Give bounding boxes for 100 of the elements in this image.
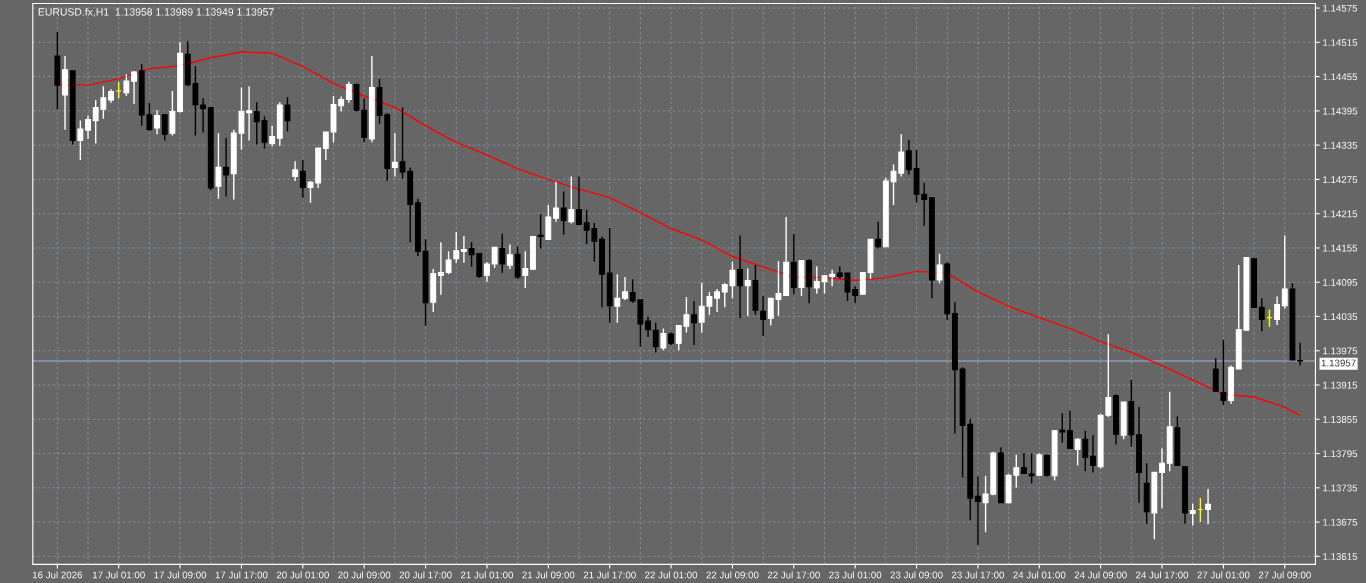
ref-line-label: 1.13957 (1321, 359, 1356, 367)
candlestick (1274, 295, 1281, 326)
candlestick (936, 252, 943, 285)
x-tick-label: 27 Jul 01:00 (1197, 571, 1250, 579)
y-tick-label: 1.13675 (1323, 518, 1358, 526)
y-tick-label: 1.14155 (1323, 244, 1358, 252)
x-tick-label: 20 Jul 09:00 (338, 571, 391, 579)
candlestick (345, 81, 352, 104)
x-tick-label: 23 Jul 17:00 (951, 571, 1005, 579)
candlestick (507, 243, 513, 270)
y-tick-label: 1.14335 (1323, 141, 1358, 149)
candlestick (445, 250, 452, 275)
candlestick (437, 241, 444, 296)
x-tick-label: 22 Jul 09:00 (706, 571, 759, 579)
candlestick (645, 315, 651, 338)
x-tick-label: 23 Jul 09:00 (890, 571, 943, 579)
y-tick-label: 1.13855 (1323, 416, 1358, 423)
y-tick-label: 1.13975 (1323, 347, 1358, 355)
candlestick (691, 300, 698, 346)
candlestick (974, 475, 981, 546)
candlestick (284, 96, 291, 133)
candlestick (1159, 447, 1165, 510)
candlestick (1059, 412, 1066, 444)
x-tick-label: 16 Jul 2026 (32, 571, 83, 579)
y-tick-label: 1.14215 (1323, 210, 1358, 218)
y-tick-label: 1.14395 (1323, 107, 1358, 115)
y-tick-label: 1.13615 (1323, 553, 1358, 560)
candlestick (576, 175, 582, 226)
candlestick (391, 132, 398, 178)
candlestick (875, 220, 882, 250)
y-tick-label: 1.14455 (1323, 73, 1358, 81)
x-tick-label: 27 Jul 09:00 (1258, 571, 1311, 579)
x-tick-label: 20 Jul 01:00 (276, 571, 329, 579)
x-tick-label: 24 Jul 09:00 (1074, 571, 1127, 579)
candlestick (161, 113, 168, 142)
candlestick (660, 327, 667, 351)
candlestick (269, 125, 276, 147)
y-tick-label: 1.14275 (1323, 176, 1358, 184)
y-tick-label: 1.13795 (1323, 450, 1358, 458)
candlestick (1082, 430, 1089, 472)
candlestick (652, 322, 659, 354)
x-tick-label: 21 Jul 01:00 (460, 571, 514, 579)
candlestick (215, 132, 222, 200)
candlestick (568, 175, 575, 225)
candlestick (905, 139, 912, 176)
x-tick-label: 17 Jul 01:00 (92, 571, 145, 579)
x-tick-label: 21 Jul 09:00 (522, 571, 575, 579)
candlestick (131, 70, 137, 105)
candlestick (714, 288, 721, 313)
candlestick (292, 160, 299, 182)
candlestick (1212, 357, 1219, 393)
y-tick-label: 1.13735 (1323, 484, 1358, 492)
candlestick (1258, 297, 1265, 333)
x-tick-label: 24 Jul 01:00 (1013, 571, 1066, 579)
candlestick (1074, 437, 1081, 467)
candlestick (453, 231, 460, 264)
y-tick-label: 1.13915 (1323, 381, 1358, 389)
candlestick (1028, 452, 1035, 484)
candlestick (1067, 410, 1073, 450)
y-tick-label: 1.14035 (1323, 313, 1358, 321)
y-tick-label: 1.14515 (1323, 39, 1358, 46)
candlestick (522, 250, 529, 289)
candlestick (223, 137, 230, 198)
candlestick (614, 273, 621, 324)
candlestick (1189, 503, 1196, 527)
candlestick (484, 261, 490, 283)
candlestick (560, 190, 567, 236)
x-tick-label: 20 Jul 17:00 (399, 571, 452, 579)
candlestick (537, 213, 544, 250)
candlestick (491, 246, 498, 269)
candlestick (1297, 342, 1304, 367)
candlestick (737, 234, 744, 319)
x-tick-label: 22 Jul 17:00 (767, 571, 820, 579)
candlestick (1205, 488, 1211, 526)
x-tick-label: 23 Jul 01:00 (829, 571, 882, 579)
candlestick (169, 90, 176, 137)
candlestick (553, 180, 559, 223)
candlestick (1090, 434, 1096, 474)
x-tick-label: 22 Jul 01:00 (645, 571, 698, 579)
x-tick-label: 21 Jul 17:00 (583, 571, 636, 579)
x-tick-label: 24 Jul 17:00 (1136, 571, 1189, 579)
chart-title: EURUSD.fx,H1 1.13958 1.13989 1.13949 1.13957 (38, 8, 274, 17)
candlestick (85, 114, 91, 140)
candlestick (123, 73, 130, 97)
candlestick (545, 204, 552, 241)
candlestick (622, 276, 628, 301)
candlestick (299, 159, 306, 199)
candlestick (1220, 339, 1227, 406)
candlestick (514, 246, 521, 280)
candlestick (246, 85, 253, 142)
candlestick (744, 267, 751, 317)
x-tick-label: 17 Jul 17:00 (215, 571, 268, 579)
candlestick (760, 295, 767, 337)
candlestick (154, 109, 160, 135)
y-tick-label: 1.14095 (1323, 278, 1358, 286)
y-tick-label: 1.14575 (1323, 4, 1358, 12)
candlestick (77, 119, 84, 161)
x-tick-label: 17 Jul 09:00 (154, 571, 207, 579)
candlestick (460, 235, 467, 264)
candlestick (499, 232, 506, 274)
